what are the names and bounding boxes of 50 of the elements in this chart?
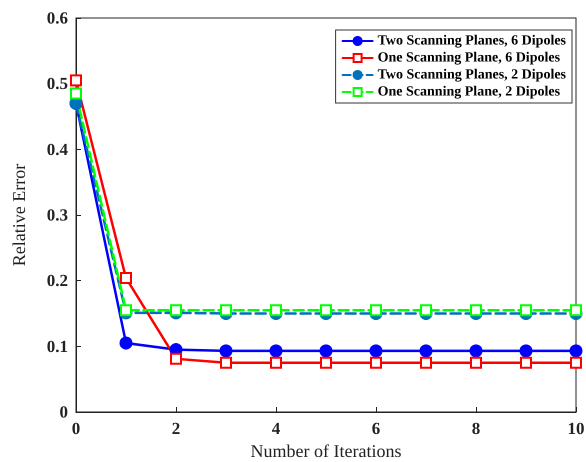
y-tick-label: 0.5 [46, 74, 68, 94]
y-tick-label: 0 [60, 402, 68, 422]
point [270, 344, 282, 358]
point [470, 344, 482, 358]
y-tick-label: 0.3 [46, 206, 68, 224]
x-tick-label: 4 [272, 419, 281, 438]
y-tick-label: 0.6 [46, 8, 68, 28]
x-axis-title: Number of Iterations [250, 441, 402, 461]
y-tick-label: 0.4 [46, 140, 68, 159]
point [70, 88, 82, 100]
point [220, 344, 232, 358]
y-tick-label: 0.2 [46, 271, 68, 290]
point [520, 356, 532, 369]
point [520, 344, 532, 358]
point [120, 272, 132, 284]
legend-label: One Scanning Plane, 2 Dipoles [378, 84, 561, 100]
point [470, 356, 482, 369]
point [420, 356, 432, 369]
point [120, 336, 132, 350]
legend-label: One Scanning Plane, 6 Dipoles [378, 50, 561, 66]
point [70, 74, 82, 86]
point [320, 304, 332, 316]
x-tick-label: 0 [72, 419, 80, 438]
point [420, 344, 432, 358]
point [570, 356, 582, 369]
y-axis-title: Relative Error [9, 164, 29, 266]
y-tick-label: 0.1 [46, 336, 68, 356]
point [470, 304, 482, 316]
point [420, 304, 432, 316]
point [320, 356, 332, 369]
point [220, 356, 232, 369]
point [370, 356, 382, 369]
point [570, 344, 582, 358]
legend-label: Two Scanning Planes, 2 Dipoles [378, 68, 567, 82]
legend-label: Two Scanning Planes, 6 Dipoles [378, 34, 567, 48]
x-tick-label: 10 [568, 419, 584, 438]
point [370, 344, 382, 358]
point [520, 304, 532, 316]
point [220, 304, 232, 316]
point [270, 304, 282, 316]
point [170, 304, 182, 316]
point [570, 304, 582, 316]
x-tick-label: 6 [372, 419, 380, 438]
point [170, 352, 182, 365]
x-tick-label: 8 [472, 419, 480, 438]
point [320, 344, 332, 358]
point [120, 304, 132, 316]
x-tick-label: 2 [172, 419, 180, 438]
point [270, 356, 282, 369]
point [370, 304, 382, 316]
